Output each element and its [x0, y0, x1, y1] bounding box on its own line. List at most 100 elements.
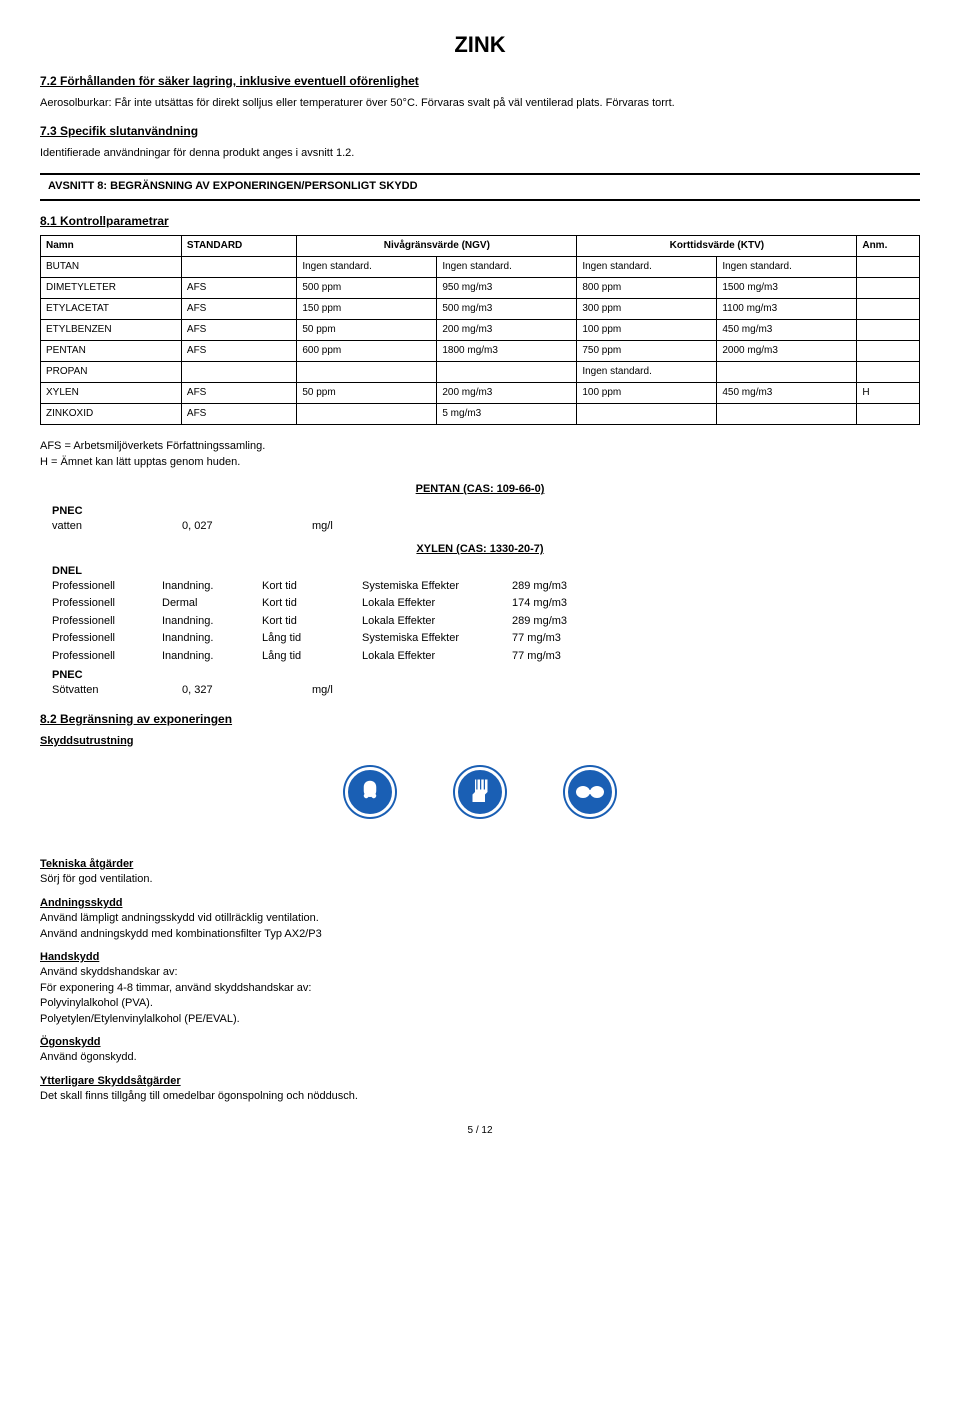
gloves-icon [455, 767, 505, 817]
table-cell [857, 362, 920, 383]
heading-8-2: 8.2 Begränsning av exponeringen [40, 711, 920, 728]
pnec-label-1: PNEC [52, 504, 920, 519]
dnel-cell: Lång tid [262, 649, 362, 664]
dnel-label: DNEL [52, 564, 920, 579]
dnel-cell: Professionell [52, 649, 162, 664]
table-cell [857, 341, 920, 362]
table-cell: Ingen standard. [437, 257, 577, 278]
text-7-3: Identifierade användningar för denna pro… [40, 146, 920, 161]
table-cell [717, 362, 857, 383]
pnec-block-1: PNEC vatten 0, 027 mg/l [52, 504, 920, 535]
heading-7-3: 7.3 Specifik slutanvändning [40, 123, 920, 140]
table-cell: 750 ppm [577, 341, 717, 362]
afs-note-1: AFS = Arbetsmiljöverkets Författningssam… [40, 439, 920, 454]
dnel-cell: Inandning. [162, 579, 262, 594]
table-cell [857, 278, 920, 299]
dnel-cell: Professionell [52, 579, 162, 594]
table-row: ETYLACETATAFS150 ppm500 mg/m3300 ppm1100… [41, 299, 920, 320]
dnel-cell: Professionell [52, 596, 162, 611]
pnec-2-key: Sötvatten [52, 683, 142, 698]
dnel-row: ProfessionellInandning.Lång tidSystemisk… [52, 631, 920, 646]
table-cell [297, 362, 437, 383]
dnel-cell: Kort tid [262, 614, 362, 629]
pnec-1-unit: mg/l [312, 519, 402, 534]
xylen-cas-heading: XYLEN (CAS: 1330-20-7) [40, 542, 920, 557]
table-cell: ETYLACETAT [41, 299, 182, 320]
table-cell: 950 mg/m3 [437, 278, 577, 299]
andning-text-2: Använd andningskydd med kombinationsfilt… [40, 927, 920, 942]
th-name: Namn [41, 236, 182, 257]
table-cell: 500 mg/m3 [437, 299, 577, 320]
table-cell: 50 ppm [297, 383, 437, 404]
dnel-cell: Systemiska Effekter [362, 631, 512, 646]
dnel-row: ProfessionellInandning.Lång tidLokala Ef… [52, 649, 920, 664]
table-cell: XYLEN [41, 383, 182, 404]
bottom-section: Tekniska åtgärder Sörj för god ventilati… [40, 857, 920, 1104]
dnel-cell: Lokala Effekter [362, 649, 512, 664]
dnel-block: DNEL ProfessionellInandning.Kort tidSyst… [52, 564, 920, 699]
table-cell: AFS [181, 320, 296, 341]
table-cell [297, 404, 437, 425]
dnel-cell: Dermal [162, 596, 262, 611]
table-cell: 200 mg/m3 [437, 383, 577, 404]
pnec-1-key: vatten [52, 519, 142, 534]
table-row: DIMETYLETERAFS500 ppm950 mg/m3800 ppm150… [41, 278, 920, 299]
table-header-row: Namn STANDARD Nivågränsvärde (NGV) Kortt… [41, 236, 920, 257]
dnel-cell: Professionell [52, 631, 162, 646]
table-cell: 1100 mg/m3 [717, 299, 857, 320]
pnec-2-unit: mg/l [312, 683, 402, 698]
afs-note-2: H = Ämnet kan lätt upptas genom huden. [40, 455, 920, 470]
table-row: ETYLBENZENAFS50 ppm200 mg/m3100 ppm450 m… [41, 320, 920, 341]
respirator-icon [345, 767, 395, 817]
pnec-row-2: Sötvatten 0, 327 mg/l [52, 683, 920, 698]
hand-text-4: Polyetylen/Etylenvinylalkohol (PE/EVAL). [40, 1012, 920, 1027]
table-row: BUTANIngen standard.Ingen standard.Ingen… [41, 257, 920, 278]
table-cell: 2000 mg/m3 [717, 341, 857, 362]
andning-heading: Andningsskydd [40, 896, 920, 911]
th-ktv: Korttidsvärde (KTV) [577, 236, 857, 257]
table-row: PENTANAFS600 ppm1800 mg/m3750 ppm2000 mg… [41, 341, 920, 362]
table-cell: 300 ppm [577, 299, 717, 320]
dnel-cell: Inandning. [162, 649, 262, 664]
pnec-2-val: 0, 327 [182, 683, 272, 698]
table-cell: Ingen standard. [577, 257, 717, 278]
dnel-cell: 289 mg/m3 [512, 579, 602, 594]
dnel-cell: 77 mg/m3 [512, 649, 602, 664]
table-cell: 500 ppm [297, 278, 437, 299]
dnel-cell: Systemiska Effekter [362, 579, 512, 594]
table-cell: 1500 mg/m3 [717, 278, 857, 299]
table-cell: ZINKOXID [41, 404, 182, 425]
ogon-heading: Ögonskydd [40, 1035, 920, 1050]
dnel-cell: Lokala Effekter [362, 614, 512, 629]
avsnitt-8-bar: AVSNITT 8: BEGRÄNSNING AV EXPONERINGEN/P… [40, 173, 920, 200]
dnel-cell: 77 mg/m3 [512, 631, 602, 646]
safety-icons-row [40, 767, 920, 817]
tekniska-text: Sörj för god ventilation. [40, 872, 920, 887]
dnel-cell: 289 mg/m3 [512, 614, 602, 629]
table-cell: 800 ppm [577, 278, 717, 299]
dnel-cell: Inandning. [162, 631, 262, 646]
dnel-row: ProfessionellInandning.Kort tidLokala Ef… [52, 614, 920, 629]
ytterligare-heading: Ytterligare Skyddsåtgärder [40, 1074, 920, 1089]
goggles-icon [565, 767, 615, 817]
page-title: ZINK [40, 30, 920, 61]
dnel-row: ProfessionellDermalKort tidLokala Effekt… [52, 596, 920, 611]
table-cell: AFS [181, 404, 296, 425]
table-cell [857, 320, 920, 341]
table-row: PROPANIngen standard. [41, 362, 920, 383]
table-cell: 1800 mg/m3 [437, 341, 577, 362]
table-cell: Ingen standard. [717, 257, 857, 278]
table-cell: H [857, 383, 920, 404]
table-cell [857, 404, 920, 425]
pnec-label-2: PNEC [52, 668, 920, 683]
table-cell: Ingen standard. [577, 362, 717, 383]
dnel-cell: Professionell [52, 614, 162, 629]
heading-8-1: 8.1 Kontrollparametrar [40, 213, 920, 230]
table-cell: AFS [181, 341, 296, 362]
table-cell: 150 ppm [297, 299, 437, 320]
andning-text-1: Använd lämpligt andningsskydd vid otillr… [40, 911, 920, 926]
skyddsutrustning-label: Skyddsutrustning [40, 734, 920, 749]
table-cell: AFS [181, 383, 296, 404]
th-ngv: Nivågränsvärde (NGV) [297, 236, 577, 257]
hand-text-3: Polyvinylalkohol (PVA). [40, 996, 920, 1011]
